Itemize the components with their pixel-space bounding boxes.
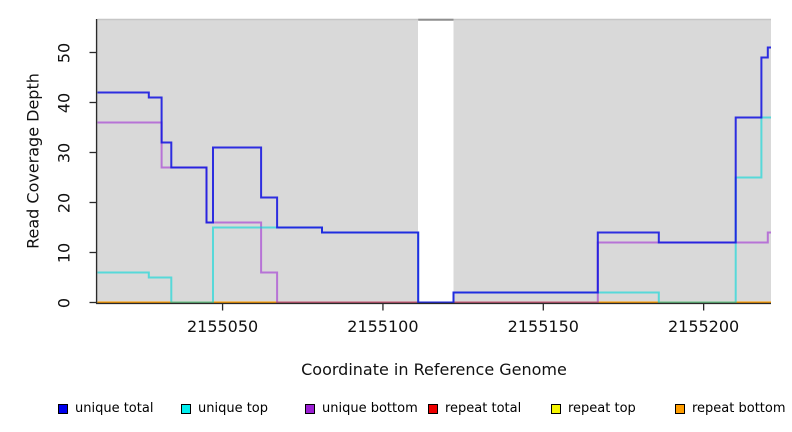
x-tick-label: 2155100 xyxy=(347,317,419,336)
legend-item-repeat-total: repeat total xyxy=(428,401,522,416)
legend-item-repeat-top: repeat top xyxy=(551,401,636,416)
y-tick-label: 0 xyxy=(54,297,74,308)
x-tick-label: 2155050 xyxy=(186,317,259,336)
legend-swatch-icon xyxy=(181,404,191,414)
legend-label: unique top xyxy=(198,401,269,416)
y-axis-title: Read Coverage Depth xyxy=(23,73,43,249)
legend-swatch-icon xyxy=(675,404,685,414)
y-tick-label: 50 xyxy=(54,42,74,63)
legend-label: repeat total xyxy=(445,401,522,416)
y-tick-label: 20 xyxy=(54,192,74,213)
legend-swatch-icon xyxy=(428,404,438,414)
legend-item-unique-total: unique total xyxy=(58,401,154,416)
y-tick-label: 40 xyxy=(54,92,74,113)
legend-label: unique bottom xyxy=(322,401,418,416)
series-unique-total xyxy=(97,46,771,304)
y-tick-label: 30 xyxy=(54,142,74,163)
legend-label: repeat bottom xyxy=(692,401,786,416)
x-axis-title: Coordinate in Reference Genome xyxy=(301,360,567,379)
x-tick-label: 2155200 xyxy=(667,317,740,336)
legend-label: repeat top xyxy=(568,401,636,416)
legend-item-repeat-bottom: repeat bottom xyxy=(675,401,786,416)
legend-item-unique-top: unique top xyxy=(181,401,269,416)
legend-label: unique total xyxy=(75,401,154,416)
legend-item-unique-bottom: unique bottom xyxy=(305,401,418,416)
legend-swatch-icon xyxy=(305,404,315,414)
y-tick-label: 10 xyxy=(54,242,74,263)
x-tick-label: 2155150 xyxy=(507,317,579,336)
legend-swatch-icon xyxy=(551,404,561,414)
legend-swatch-icon xyxy=(58,404,68,414)
series-unique-bottom xyxy=(97,121,771,304)
coverage-gap-band xyxy=(418,20,454,304)
